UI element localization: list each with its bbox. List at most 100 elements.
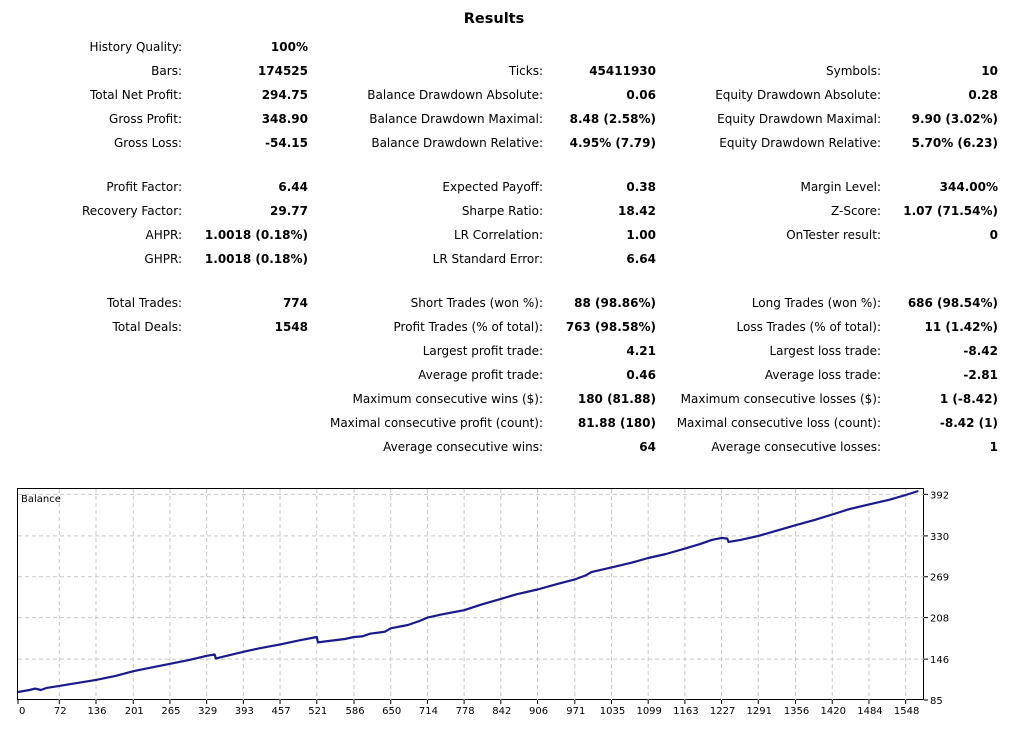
x-tick-label: 650 [382,706,401,717]
balance-series [17,489,919,694]
col2-stat-label: Sharpe Ratio: [461,204,543,218]
col3-stat-value: 1 (-8.42) [939,392,998,406]
col1-stat-value: 174525 [257,64,308,78]
col2-stat-label: Ticks: [508,64,543,78]
col2-stat-label: Short Trades (won %): [410,296,543,310]
col2-stat-label: Balance Drawdown Relative: [371,136,543,150]
col3-stat-value: 0.28 [968,88,998,102]
col2-stat-label: Profit Trades (% of total): [393,320,543,334]
x-tick-label: 1356 [784,706,809,717]
y-tick-label: 330 [930,532,949,543]
col3-stat-label: Equity Drawdown Absolute: [715,88,881,102]
col1-stat-label: Gross Loss: [114,136,182,150]
col2-stat-value: 18.42 [618,204,656,218]
col3-stat-label: Symbols: [826,64,881,78]
col2-stat-label: Average consecutive wins: [383,440,543,454]
col1-stat-value: 348.90 [261,112,308,126]
x-tick-label: 1548 [894,706,919,717]
col2-stat-value: 0.46 [626,368,656,382]
col2-stat-value: 0.38 [626,180,656,194]
col2-stat-label: Average profit trade: [418,368,543,382]
col1-stat-value: 6.44 [278,180,308,194]
col2-stat-label: LR Correlation: [453,228,543,242]
col3-stat-label: Maximum consecutive losses ($): [680,392,881,406]
x-tick-label: 971 [566,706,585,717]
history-quality-label: History Quality: [89,40,182,54]
col1-stat-label: Gross Profit: [109,112,182,126]
y-tick-label: 269 [930,573,949,584]
col2-stat-value: 45411930 [589,64,656,78]
col2-stat-label: Expected Payoff: [442,180,543,194]
col3-stat-value: 686 (98.54%) [907,296,998,310]
x-tick-label: 457 [272,706,291,717]
balance-line [17,489,919,694]
col3-stat-label: Average loss trade: [764,368,881,382]
col2-stat-value: 6.64 [626,252,656,266]
col2-stat-label: Largest profit trade: [422,344,543,358]
x-tick-label: 778 [456,706,475,717]
results-title: Results [463,11,525,27]
col3-stat-label: Z-Score: [831,204,881,218]
col2-stat-label: LR Standard Error: [432,252,543,266]
col3-stat-value: 1.07 (71.54%) [903,204,998,218]
col1-stat-value: 294.75 [261,88,308,102]
col1-stat-value: 1548 [274,320,308,334]
col3-stat-value: 10 [981,64,998,78]
x-tick-label: 136 [87,706,106,717]
col2-stat-value: 81.88 (180) [577,416,656,430]
y-tick-label: 146 [930,655,949,666]
chart-grid [18,489,924,700]
x-tick-label: 1291 [747,706,772,717]
col1-stat-value: 29.77 [270,204,308,218]
col3-stat-value: 5.70% (6.23) [911,136,998,150]
y-axis-ticks: 85 146 208 269 330 392 [924,490,949,707]
col2-stat-value: 180 (81.88) [577,392,656,406]
col2-stat-value: 8.48 (2.58%) [569,112,656,126]
col2-stat-label: Balance Drawdown Absolute: [367,88,543,102]
col2-stat-value: 1.00 [626,228,656,242]
col2-stat-value: 0.06 [626,88,656,102]
x-axis-ticks: 0 72 136 201 265 329 393 457 521 586 650 714 778 842 9… [17,700,919,717]
col3-stat-value: 1 [989,440,998,454]
col1-stat-label: AHPR: [145,228,182,242]
col1-stat-label: Total Net Profit: [89,88,182,102]
balance-chart-svg: 0 72 136 201 265 329 393 457 521 586 650 714 778 842 9… [17,488,949,717]
x-tick-label: 393 [235,706,254,717]
chart-title: Balance [21,494,61,505]
x-tick-label: 1484 [857,706,882,717]
col3-stat-value: -8.42 [963,344,998,358]
x-tick-label: 265 [161,706,180,717]
col2-stat-value: 4.21 [626,344,656,358]
col3-stat-value: 344.00% [939,180,998,194]
col1-stat-value: 774 [282,296,308,310]
col2-stat-label: Maximal consecutive profit (count): [329,416,543,430]
col3-stat-label: Average consecutive losses: [711,440,881,454]
col2-stat-value: 64 [639,440,656,454]
col1-stat-value: 1.0018 (0.18%) [204,252,308,266]
col3-stat-value: 11 (1.42%) [924,320,998,334]
col2-stat-label: Maximum consecutive wins ($): [352,392,543,406]
col3-stat-label: Long Trades (won %): [751,296,881,310]
x-tick-label: 1420 [821,706,846,717]
col3-stat-label: Equity Drawdown Maximal: [717,112,881,126]
col3-stat-value: -8.42 (1) [939,416,998,430]
col3-stat-label: Largest loss trade: [769,344,881,358]
x-tick-label: 1035 [600,706,625,717]
col3-stat-label: Margin Level: [800,180,881,194]
x-tick-label: 714 [419,706,438,717]
x-tick-label: 1163 [673,706,698,717]
col2-stat-value: 88 (98.86%) [574,296,656,310]
col1-stat-label: Profit Factor: [106,180,182,194]
x-tick-label: 842 [492,706,511,717]
col3-stat-value: -2.81 [963,368,998,382]
col1-stat-value: 1.0018 (0.18%) [204,228,308,242]
col3-stat-label: OnTester result: [786,228,881,242]
col1-stat-label: Total Deals: [112,320,182,334]
col1-stat-label: GHPR: [144,252,182,266]
col1-stat-label: Total Trades: [107,296,182,310]
col3-stat-label: Loss Trades (% of total): [736,320,882,334]
balance-chart: 0 72 136 201 265 329 393 457 521 586 650 714 778 842 9… [0,480,1024,735]
x-tick-label: 521 [308,706,327,717]
x-tick-label: 329 [198,706,217,717]
y-tick-label: 392 [930,490,949,501]
